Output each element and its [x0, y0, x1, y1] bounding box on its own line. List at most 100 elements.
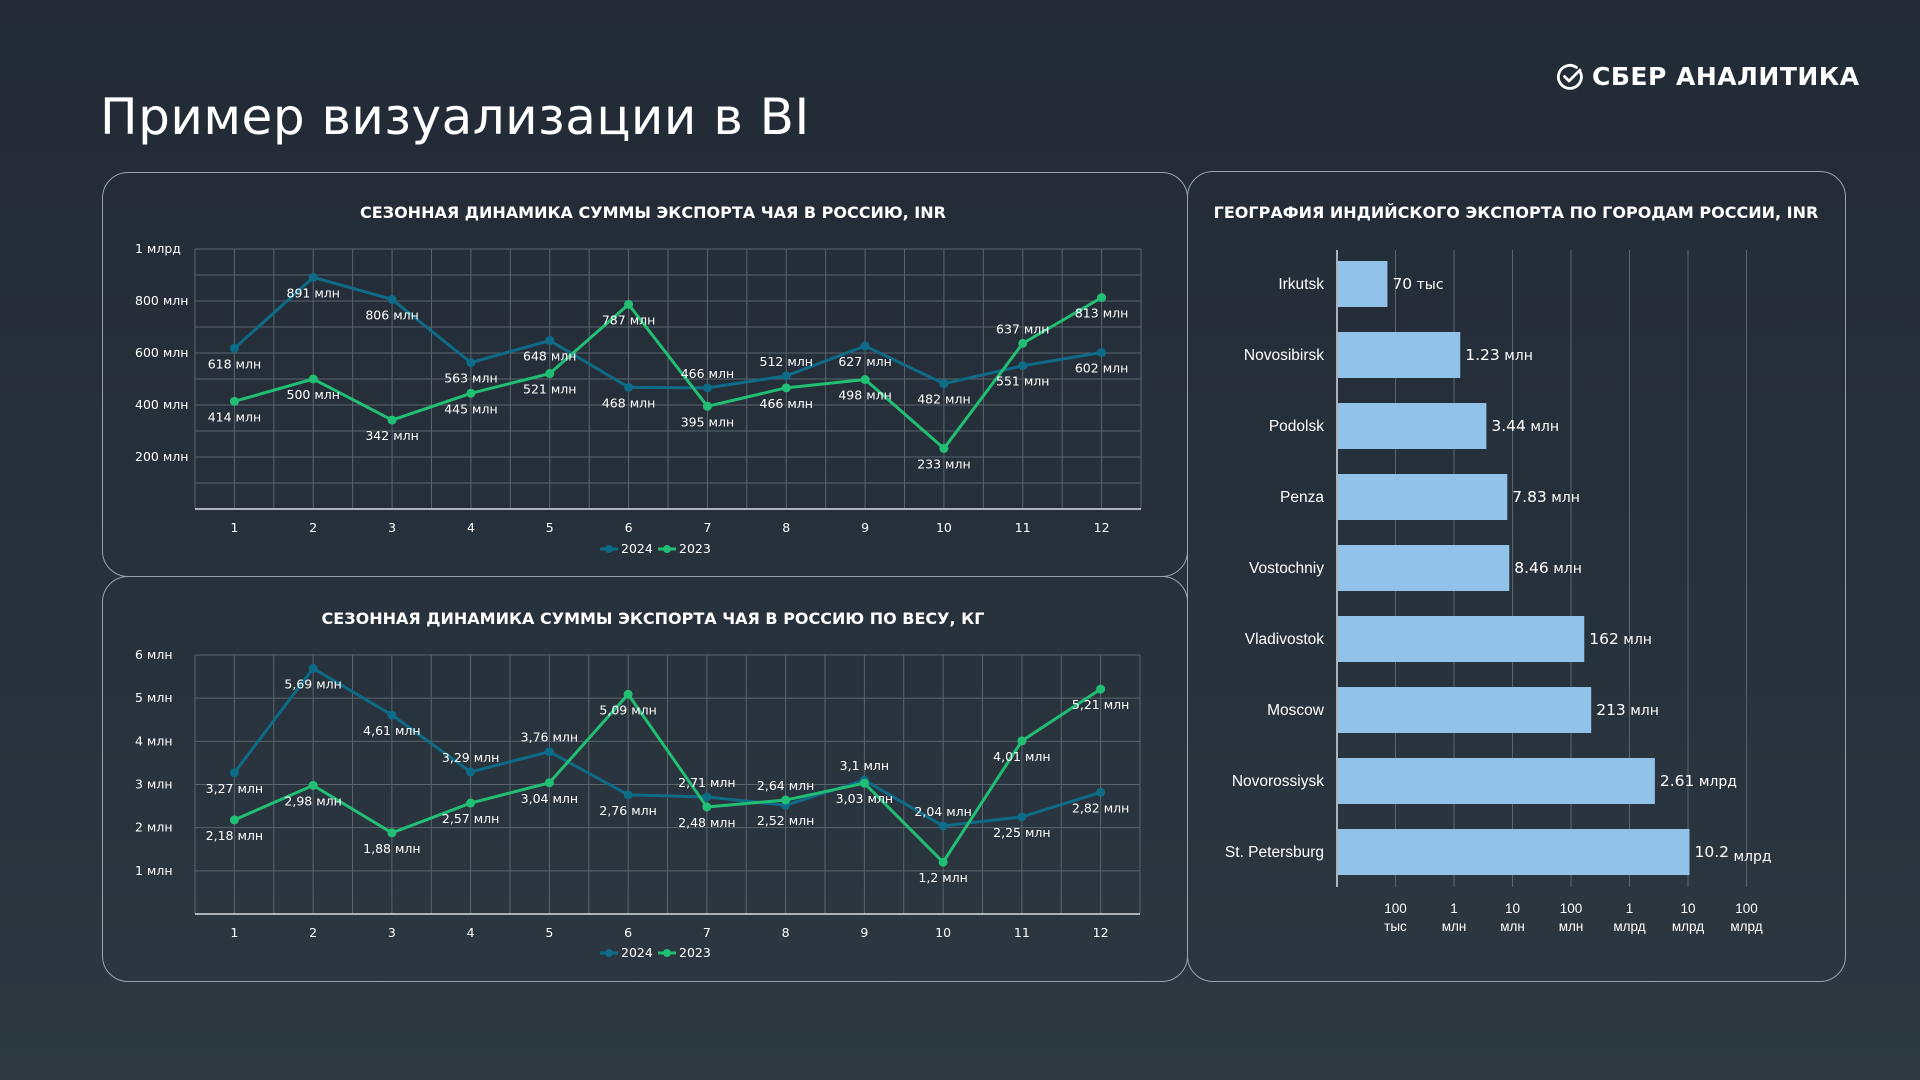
data-point-2023: [781, 795, 791, 805]
bar-value-label: 3.44 млн: [1491, 417, 1559, 435]
series-line-2024: [233, 275, 1102, 390]
x-tick-label: 10: [935, 925, 951, 940]
legend-label-2023: 2023: [679, 945, 711, 960]
data-point-2023: [623, 689, 633, 699]
bar-value-unit: млн: [1549, 561, 1582, 577]
x-tick-label: 12: [1094, 520, 1110, 535]
bar-value-label: 1.23 млн: [1465, 346, 1533, 364]
data-label-2024: 2,25 млн: [993, 825, 1050, 840]
x-tick-value: 100: [1384, 901, 1407, 916]
data-label-2023: 2,18 млн: [206, 828, 263, 843]
data-label-2023: 521 млн: [523, 382, 576, 397]
bar-value-unit: млн: [1547, 490, 1580, 506]
data-point-2023: [702, 802, 712, 812]
chart-title: СЕЗОННАЯ ДИНАМИКА СУММЫ ЭКСПОРТА ЧАЯ В Р…: [322, 609, 985, 628]
data-point-2024: [387, 294, 397, 304]
x-tick-label: 11: [1015, 520, 1031, 535]
bar-value-number: 162: [1589, 630, 1619, 648]
city-label: St. Petersburg: [1225, 844, 1324, 861]
y-tick-label: 1 млрд: [135, 241, 181, 256]
series-line-2023: [233, 687, 1102, 864]
chart-inr-seasonal: СЕЗОННАЯ ДИНАМИКА СУММЫ ЭКСПОРТА ЧАЯ В Р…: [135, 203, 1142, 556]
data-label-2024: 3,27 млн: [206, 781, 263, 796]
chart-weight-seasonal: СЕЗОННАЯ ДИНАМИКА СУММЫ ЭКСПОРТА ЧАЯ В Р…: [135, 609, 1141, 960]
bar: [1338, 829, 1690, 875]
bar-value-unit: млрд: [1729, 849, 1772, 865]
bar-value-unit: млн: [1500, 348, 1533, 364]
data-label-2024: 2,52 млн: [757, 813, 814, 828]
data-label-2023: 395 млн: [681, 414, 734, 429]
bar-value-label: 8.46 млн: [1514, 559, 1582, 577]
x-axis: 1 2 3 4 5 6 7 8 9 10 11 12: [230, 925, 1108, 940]
data-label-2023: 4,01 млн: [993, 749, 1050, 764]
grid: [194, 654, 1141, 915]
city-label: Irkutsk: [1278, 276, 1324, 293]
series-line-2023: [234, 296, 1103, 450]
data-point-2024: [1017, 812, 1027, 822]
x-tick-unit: млрд: [1672, 919, 1704, 934]
data-point-2024: [229, 768, 239, 778]
x-tick-label: 10: [936, 520, 952, 535]
x-tick-label: 6: [624, 925, 632, 940]
data-label-2023: 3,03 млн: [836, 791, 893, 806]
x-tick-unit: млрд: [1730, 919, 1762, 934]
x-tick-label: 7: [703, 520, 711, 535]
data-point-2023: [308, 780, 318, 790]
legend[interactable]: 2024 2023: [600, 541, 711, 556]
legend-label-2024: 2024: [621, 945, 653, 960]
data-point-2024: [939, 379, 949, 389]
data-point-2023: [624, 299, 634, 309]
y-tick-label: 1 млн: [135, 863, 173, 878]
x-tick-label: 9: [861, 520, 869, 535]
x-tick-label: 8: [782, 520, 790, 535]
data-point-2023: [229, 396, 239, 406]
data-label-2024: 3,29 млн: [442, 750, 499, 765]
bar: [1338, 758, 1655, 804]
y-tick-label: 800 млн: [135, 293, 188, 308]
x-tick-label: 2: [309, 520, 317, 535]
data-label-2024: 2,04 млн: [914, 804, 971, 819]
data-point-2024: [1096, 787, 1106, 797]
x-tick-label: 4: [467, 520, 475, 535]
panel-cities-bar-chart: [1187, 171, 1846, 982]
y-tick-label: 3 млн: [135, 777, 173, 792]
bar-value-number: 1.23: [1465, 346, 1500, 364]
data-label-2023: 414 млн: [208, 409, 261, 424]
chart-title: СЕЗОННАЯ ДИНАМИКА СУММЫ ЭКСПОРТА ЧАЯ В Р…: [360, 203, 946, 222]
data-label-2024: 618 млн: [208, 356, 261, 371]
bar-value-label: 7.83 млн: [1512, 488, 1580, 506]
bar-value-label: 70 тыс: [1392, 275, 1443, 293]
data-point-2024: [1018, 361, 1028, 371]
data-label-2023: 637 млн: [996, 321, 1049, 336]
data-point-2023: [466, 798, 476, 808]
bar-value-unit: млрд: [1694, 774, 1737, 790]
x-tick-value: 10: [1680, 901, 1695, 916]
bar-value-number: 70: [1392, 275, 1412, 293]
x-tick-label: 12: [1093, 925, 1109, 940]
data-point-2023: [781, 383, 791, 393]
brand-logo: СБЕР АНАЛИТИКА: [1556, 62, 1860, 91]
series-lines: 3,27 млн 5,69 млн 4,61 млн 3,29 млн 3,76 млн…: [206, 663, 1129, 885]
x-tick-label: 6: [625, 520, 633, 535]
data-point-2023: [466, 388, 476, 398]
city-label: Podolsk: [1269, 418, 1324, 435]
x-tick-label: 7: [703, 925, 711, 940]
series-lines: 618 млн 891 млн 806 млн 563 млн 648 млн 468 м…: [208, 272, 1128, 471]
legend[interactable]: 2024 2023: [600, 945, 711, 960]
data-point-2023: [938, 857, 948, 867]
data-point-2024: [466, 767, 476, 777]
bar: [1338, 403, 1487, 449]
x-tick-label: 11: [1014, 925, 1030, 940]
data-point-2024: [702, 792, 712, 802]
x-tick-value: 1: [1450, 901, 1458, 916]
x-tick-value: 10: [1505, 901, 1520, 916]
bar: [1338, 474, 1508, 520]
bar-value-label: 10.2 млрд: [1695, 843, 1772, 865]
data-label-2023: 2,64 млн: [757, 778, 814, 793]
x-axis: 100 тыс 1 млн 10 млн 100 млн 1 млрд 10 млрд 100 млрд: [1384, 901, 1763, 934]
data-label-2023: 2,98 млн: [284, 793, 341, 808]
data-label-2024: 627 млн: [838, 354, 891, 369]
x-tick-value: 100: [1560, 901, 1583, 916]
data-point-2023: [859, 778, 869, 788]
